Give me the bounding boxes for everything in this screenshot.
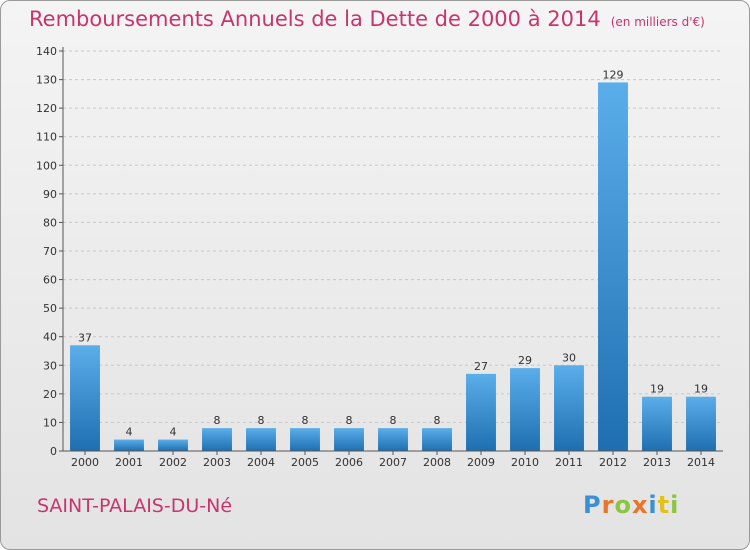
bar-2000	[70, 345, 100, 451]
y-tick-label: 40	[43, 331, 57, 344]
x-tick-label-2000: 2000	[71, 456, 99, 469]
y-tick-label: 120	[36, 102, 57, 115]
x-tick-label-2001: 2001	[115, 456, 143, 469]
logo-letter: i	[648, 491, 658, 519]
unit-note: (en milliers d'€)	[610, 15, 705, 29]
logo-letter: x	[631, 491, 649, 519]
value-label-2010: 29	[518, 354, 532, 367]
y-tick-label: 10	[43, 416, 57, 429]
bar-2013	[642, 396, 672, 451]
chart-title: Remboursements Annuels de la Dette de 20…	[29, 7, 705, 31]
y-tick-label: 20	[43, 388, 57, 401]
value-label-2004: 8	[258, 414, 265, 427]
bar-2008	[422, 428, 452, 451]
logo-letter: P	[583, 491, 602, 519]
x-tick-label-2004: 2004	[247, 456, 275, 469]
bar-2001	[114, 439, 144, 451]
x-tick-label-2010: 2010	[511, 456, 539, 469]
y-tick-label: 130	[36, 74, 57, 87]
bar-2010	[510, 368, 540, 451]
bar-2009	[466, 373, 496, 451]
bar-2004	[246, 428, 276, 451]
bar-2002	[158, 439, 188, 451]
value-label-2001: 4	[126, 426, 133, 439]
x-tick-label-2008: 2008	[423, 456, 451, 469]
bar-2007	[378, 428, 408, 451]
y-tick-label: 140	[36, 45, 57, 58]
y-tick-label: 30	[43, 359, 57, 372]
value-label-2003: 8	[214, 414, 221, 427]
bar-2006	[334, 428, 364, 451]
value-label-2011: 30	[562, 351, 576, 364]
value-label-2000: 37	[78, 331, 92, 344]
logo-letter: o	[614, 491, 632, 519]
y-tick-label: 100	[36, 159, 57, 172]
logo-letter: i	[670, 491, 680, 519]
y-tick-label: 90	[43, 188, 57, 201]
value-label-2007: 8	[390, 414, 397, 427]
value-label-2013: 19	[650, 383, 664, 396]
proxiti-logo: Proxiti	[583, 491, 679, 519]
y-tick-label: 50	[43, 302, 57, 315]
x-tick-label-2013: 2013	[643, 456, 671, 469]
value-label-2008: 8	[434, 414, 441, 427]
y-tick-label: 60	[43, 274, 57, 287]
value-label-2009: 27	[474, 360, 488, 373]
bar-2011	[554, 365, 584, 451]
value-label-2002: 4	[170, 426, 177, 439]
bar-2012	[598, 82, 628, 451]
logo-letter: r	[601, 491, 615, 519]
bar-2014	[686, 396, 716, 451]
x-tick-label-2011: 2011	[555, 456, 583, 469]
value-label-2006: 8	[346, 414, 353, 427]
x-tick-label-2007: 2007	[379, 456, 407, 469]
x-tick-label-2005: 2005	[291, 456, 319, 469]
y-tick-label: 70	[43, 245, 57, 258]
y-tick-label: 110	[36, 131, 57, 144]
logo-letter: t	[657, 491, 671, 519]
x-tick-label-2002: 2002	[159, 456, 187, 469]
bar-2005	[290, 428, 320, 451]
value-label-2005: 8	[302, 414, 309, 427]
value-label-2014: 19	[694, 383, 708, 396]
bar-2003	[202, 428, 232, 451]
value-label-2012: 129	[603, 68, 624, 81]
x-tick-label-2003: 2003	[203, 456, 231, 469]
x-tick-label-2012: 2012	[599, 456, 627, 469]
y-tick-label: 80	[43, 216, 57, 229]
commune-name: SAINT-PALAIS-DU-Né	[37, 495, 233, 517]
y-tick-label: 0	[50, 445, 57, 458]
x-tick-label-2014: 2014	[687, 456, 715, 469]
x-tick-label-2006: 2006	[335, 456, 363, 469]
x-tick-label-2009: 2009	[467, 456, 495, 469]
